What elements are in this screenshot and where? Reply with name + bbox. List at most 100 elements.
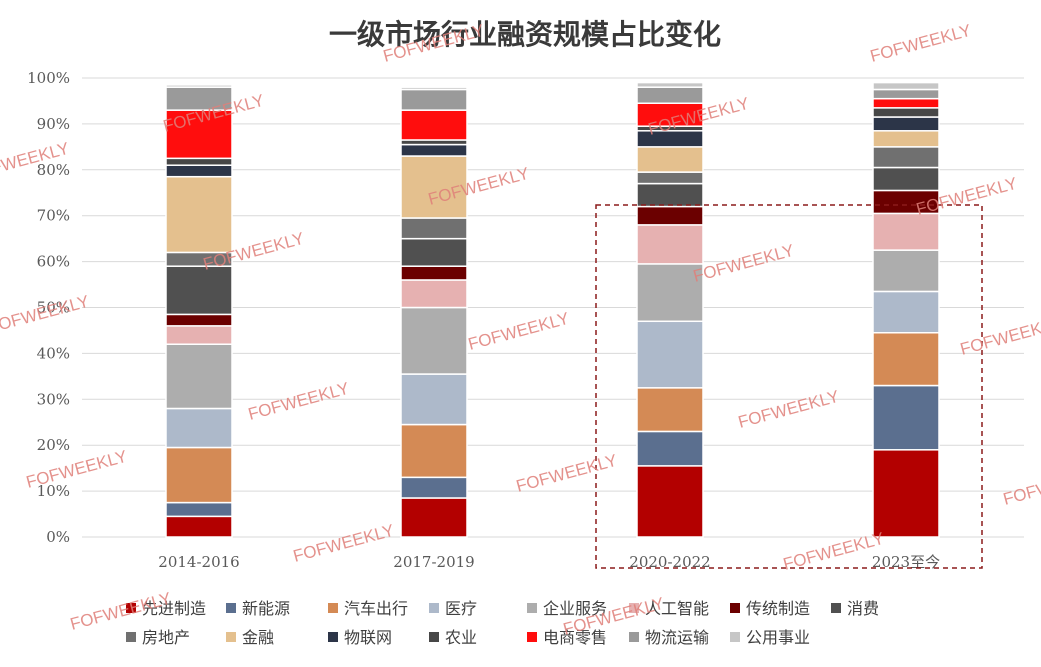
legend-swatch [226, 632, 236, 642]
y-tick-label: 10% [37, 482, 70, 500]
bar-segment [165, 84, 233, 88]
bar-segment [400, 306, 468, 375]
legend-item: 公用事业 [730, 628, 810, 647]
gridlines [82, 77, 1024, 538]
bar-segment [165, 325, 233, 345]
bar-segment [872, 212, 940, 251]
legend-item: 消费 [831, 599, 879, 618]
legend-label: 先进制造 [142, 599, 206, 618]
legend-label: 汽车出行 [344, 599, 408, 618]
bar-segment [636, 182, 704, 208]
legend-item: 新能源 [226, 599, 290, 618]
bar-segment [165, 343, 233, 410]
x-tick-label: 2017-2019 [393, 553, 474, 571]
legend-swatch [328, 603, 338, 613]
y-tick-label: 0% [46, 528, 70, 546]
legend-swatch [226, 603, 236, 613]
legend-swatch [328, 632, 338, 642]
legend-label: 消费 [847, 599, 879, 618]
legend-item: 人工智能 [629, 599, 709, 618]
y-tick-label: 20% [37, 436, 70, 454]
y-tick-label: 40% [37, 344, 70, 362]
bar-segment [165, 164, 233, 178]
bar-segment [872, 88, 940, 100]
legend-label: 人工智能 [645, 599, 709, 618]
legend-swatch [629, 632, 639, 642]
bar-segment [165, 501, 233, 518]
legend-swatch [126, 632, 136, 642]
legend-item: 农业 [429, 628, 477, 647]
legend-item: 物联网 [328, 628, 392, 647]
legend-label: 传统制造 [746, 599, 810, 618]
legend-swatch [629, 603, 639, 613]
bars [165, 81, 940, 538]
legend-label: 物流运输 [645, 628, 709, 647]
watermark-text: FOFWEEKLY [781, 529, 886, 574]
bar-segment [872, 449, 940, 538]
bar-segment [400, 423, 468, 479]
bar-segment [165, 157, 233, 166]
legend-swatch [429, 603, 439, 613]
y-tick-label: 60% [37, 253, 70, 271]
y-tick-label: 100% [27, 69, 70, 87]
bar-segment [400, 373, 468, 426]
legend-swatch [831, 603, 841, 613]
bar-segment [400, 86, 468, 91]
legend-item: 先进制造 [126, 599, 206, 618]
bar-segment [872, 290, 940, 334]
bar-segment [165, 313, 233, 327]
watermark-text: FOFWEEKLY [868, 21, 973, 66]
watermark-text: FOFWEEKLY [291, 521, 396, 566]
bar-segment [872, 116, 940, 132]
bar-segment [165, 109, 233, 160]
y-tick-label: 30% [37, 390, 70, 408]
bar-segment [636, 387, 704, 433]
bar-segment [636, 146, 704, 173]
bar-segment [636, 430, 704, 467]
watermark-text: FOFWEEKLY [736, 387, 841, 432]
bar-segment [636, 86, 704, 104]
legend-label: 房地产 [142, 628, 190, 647]
legend-label: 新能源 [242, 599, 290, 618]
legend-swatch [527, 603, 537, 613]
watermark-text: FOFWEEKLY [246, 379, 351, 424]
legend-label: 农业 [445, 628, 477, 647]
x-axis: 2014-2016 2017-2019 2020-2022 2023至今 [158, 553, 940, 571]
bar-segment [636, 81, 704, 88]
legend-item: 金融 [226, 628, 274, 647]
x-tick-label: 2023至今 [872, 553, 940, 571]
bar-segment [872, 249, 940, 293]
bar-segment [400, 155, 468, 219]
bar-segment [872, 166, 940, 192]
bar-segment [400, 143, 468, 157]
bar-segment [400, 497, 468, 538]
watermark-text: FOFWEEKLY [514, 451, 619, 496]
bar-segment [636, 263, 704, 323]
legend-swatch [730, 603, 740, 613]
bar-segment [165, 515, 233, 538]
bar-segment [400, 237, 468, 267]
bar-segment [165, 446, 233, 504]
y-tick-label: 80% [37, 161, 70, 179]
bar-segment [872, 130, 940, 148]
legend-swatch [730, 632, 740, 642]
legend-label: 电商零售 [543, 628, 607, 647]
legend-label: 企业服务 [543, 599, 607, 618]
bar-segment [636, 465, 704, 538]
watermark-text: FOFWEEKLY [1001, 464, 1041, 509]
legend-swatch [527, 632, 537, 642]
legend-item: 电商零售 [527, 628, 607, 647]
bar-segment [636, 320, 704, 389]
legend-swatch [126, 603, 136, 613]
bar-segment [872, 107, 940, 118]
bar-segment [636, 205, 704, 226]
highlight-box [595, 204, 983, 569]
legend-item: 房地产 [126, 628, 190, 647]
bar-segment [400, 476, 468, 499]
bar-segment [636, 224, 704, 265]
bar-stack [165, 84, 233, 538]
legend-item: 医疗 [429, 599, 477, 618]
bar-segment [165, 265, 233, 316]
